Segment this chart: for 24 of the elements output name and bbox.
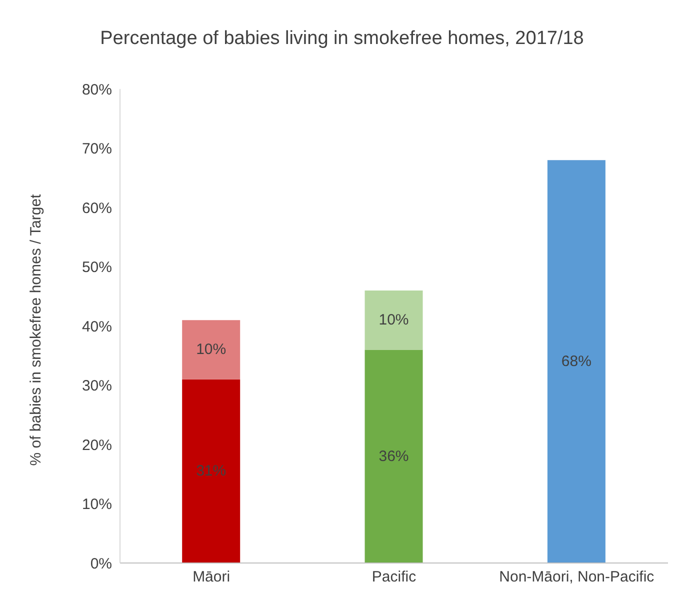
x-tick-label: Pacific xyxy=(372,568,417,586)
y-tick-label: 30% xyxy=(82,378,112,395)
y-tick-label: 10% xyxy=(82,496,112,514)
data-label: 68% xyxy=(561,353,592,370)
data-label: 10% xyxy=(196,341,226,358)
data-label: 31% xyxy=(196,462,226,480)
bar xyxy=(547,160,606,563)
bar xyxy=(182,379,240,563)
bar xyxy=(364,290,423,350)
y-tick-label: 20% xyxy=(82,436,112,454)
y-axis-title: % of babies in smokefree homes / Target xyxy=(28,194,44,466)
data-label: 10% xyxy=(378,312,409,329)
data-label: 36% xyxy=(378,448,409,465)
y-tick-label: 80% xyxy=(82,81,112,98)
bar xyxy=(364,350,423,563)
y-tick-label: 0% xyxy=(90,555,112,572)
y-tick-label: 70% xyxy=(82,140,112,158)
x-tick-label: Māori xyxy=(192,568,230,586)
y-tick-label: 50% xyxy=(82,259,112,276)
chart-title: Percentage of babies living in smokefree homes, 2017/18 xyxy=(99,28,585,50)
bar xyxy=(182,320,240,380)
y-tick-label: 40% xyxy=(82,318,112,336)
y-tick-label: 60% xyxy=(82,200,112,217)
x-tick-label: Non-Māori, Non-Pacific xyxy=(499,568,655,586)
